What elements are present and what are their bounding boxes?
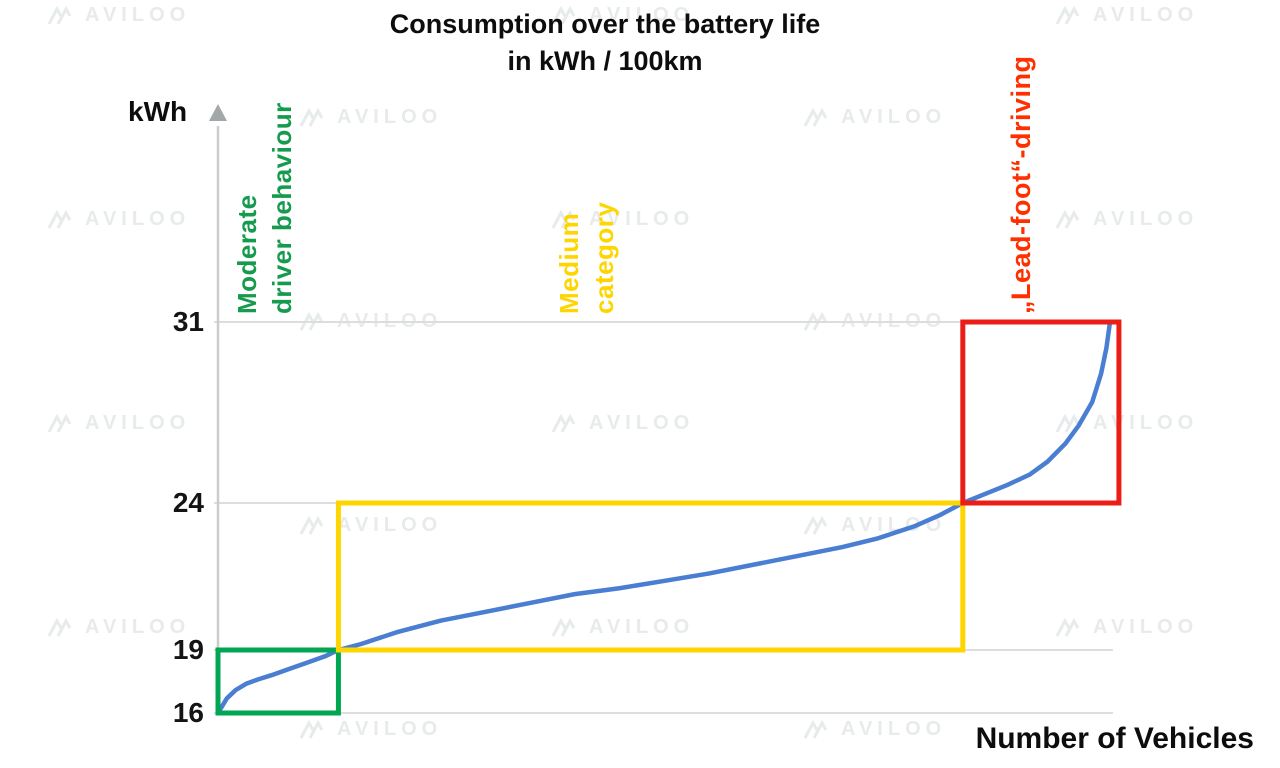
aviloo-logo-icon bbox=[1055, 413, 1080, 433]
aviloo-logo-icon bbox=[803, 515, 828, 535]
aviloo-watermark: AVILOO bbox=[802, 718, 946, 741]
aviloo-watermark: AVILOO bbox=[1054, 4, 1198, 27]
aviloo-logo-icon bbox=[1055, 617, 1080, 637]
aviloo-watermark: AVILOO bbox=[298, 106, 442, 129]
aviloo-watermark-text: AVILOO bbox=[1093, 208, 1199, 230]
region-box-leadfoot bbox=[960, 319, 1122, 506]
aviloo-logo-icon bbox=[551, 413, 576, 433]
aviloo-watermark: AVILOO bbox=[550, 412, 694, 435]
aviloo-watermark-text: AVILOO bbox=[337, 106, 443, 128]
aviloo-watermark-text: AVILOO bbox=[589, 616, 695, 638]
aviloo-watermark: AVILOO bbox=[550, 4, 694, 27]
aviloo-watermark: AVILOO bbox=[46, 616, 190, 639]
aviloo-watermark-text: AVILOO bbox=[85, 412, 191, 434]
annotation-moderate-line2: driver behaviour bbox=[267, 102, 297, 314]
annotation-label-medium: Medium category bbox=[552, 176, 622, 314]
aviloo-logo-icon bbox=[47, 413, 72, 433]
aviloo-logo-icon bbox=[803, 107, 828, 127]
aviloo-logo-icon bbox=[299, 311, 324, 331]
aviloo-watermark: AVILOO bbox=[298, 514, 442, 537]
aviloo-watermark-text: AVILOO bbox=[337, 514, 443, 536]
annotation-medium-line2: category bbox=[589, 201, 619, 314]
aviloo-watermark-text: AVILOO bbox=[85, 616, 191, 638]
aviloo-logo-icon bbox=[299, 719, 324, 739]
aviloo-logo-icon bbox=[47, 5, 72, 25]
aviloo-watermark-text: AVILOO bbox=[589, 208, 695, 230]
aviloo-logo-icon bbox=[803, 311, 828, 331]
aviloo-watermark: AVILOO bbox=[1054, 208, 1198, 231]
chart-title: Consumption over the battery life in kWh… bbox=[280, 6, 930, 80]
aviloo-watermark-text: AVILOO bbox=[589, 4, 695, 26]
aviloo-watermark: AVILOO bbox=[46, 412, 190, 435]
aviloo-logo-icon bbox=[299, 515, 324, 535]
aviloo-watermark: AVILOO bbox=[802, 106, 946, 129]
y-tick-label-24: 24 bbox=[172, 487, 204, 518]
aviloo-watermark-text: AVILOO bbox=[841, 718, 947, 740]
y-axis-arrow-icon bbox=[209, 104, 227, 121]
region-box-moderate bbox=[215, 647, 341, 716]
aviloo-watermark-text: AVILOO bbox=[589, 412, 695, 434]
aviloo-logo-icon bbox=[551, 617, 576, 637]
y-tick-label-31: 31 bbox=[172, 306, 204, 337]
aviloo-watermark-text: AVILOO bbox=[1093, 616, 1199, 638]
x-axis-label: Number of Vehicles bbox=[975, 722, 1254, 755]
aviloo-watermark-text: AVILOO bbox=[85, 208, 191, 230]
y-tick-label-16: 16 bbox=[172, 697, 204, 728]
aviloo-watermark-text: AVILOO bbox=[85, 4, 191, 26]
aviloo-logo-icon bbox=[1055, 5, 1080, 25]
y-tick-label-19: 19 bbox=[172, 634, 204, 665]
aviloo-watermark: AVILOO bbox=[550, 616, 694, 639]
y-axis-label: kWh bbox=[128, 96, 188, 127]
aviloo-watermark: AVILOO bbox=[550, 208, 694, 231]
aviloo-watermark-text: AVILOO bbox=[337, 718, 443, 740]
aviloo-logo-icon bbox=[47, 617, 72, 637]
chart-title-line2: in kWh / 100km bbox=[507, 46, 703, 76]
aviloo-watermark: AVILOO bbox=[46, 4, 190, 27]
aviloo-logo-icon bbox=[1055, 209, 1080, 229]
aviloo-watermark: AVILOO bbox=[46, 208, 190, 231]
chart-title-line1: Consumption over the battery life bbox=[389, 9, 821, 39]
aviloo-watermark: AVILOO bbox=[298, 718, 442, 741]
aviloo-watermark-text: AVILOO bbox=[841, 106, 947, 128]
aviloo-logo-icon bbox=[551, 209, 576, 229]
aviloo-logo-icon bbox=[299, 107, 324, 127]
annotation-medium-line1: Medium bbox=[554, 212, 584, 314]
aviloo-watermark: AVILOO bbox=[802, 514, 946, 537]
aviloo-logo-icon bbox=[551, 5, 576, 25]
aviloo-logo-icon bbox=[803, 719, 828, 739]
aviloo-watermark-text: AVILOO bbox=[841, 514, 947, 536]
aviloo-watermark: AVILOO bbox=[1054, 616, 1198, 639]
aviloo-watermark-text: AVILOO bbox=[1093, 4, 1199, 26]
annotation-label-leadfoot: „Lead-foot“-driving bbox=[1006, 55, 1036, 314]
annotation-label-moderate: Moderate driver behaviour bbox=[230, 66, 300, 314]
annotation-moderate-line1: Moderate bbox=[232, 194, 262, 314]
consumption-curve bbox=[215, 319, 1113, 716]
aviloo-logo-icon bbox=[47, 209, 72, 229]
region-box-medium bbox=[335, 500, 966, 653]
